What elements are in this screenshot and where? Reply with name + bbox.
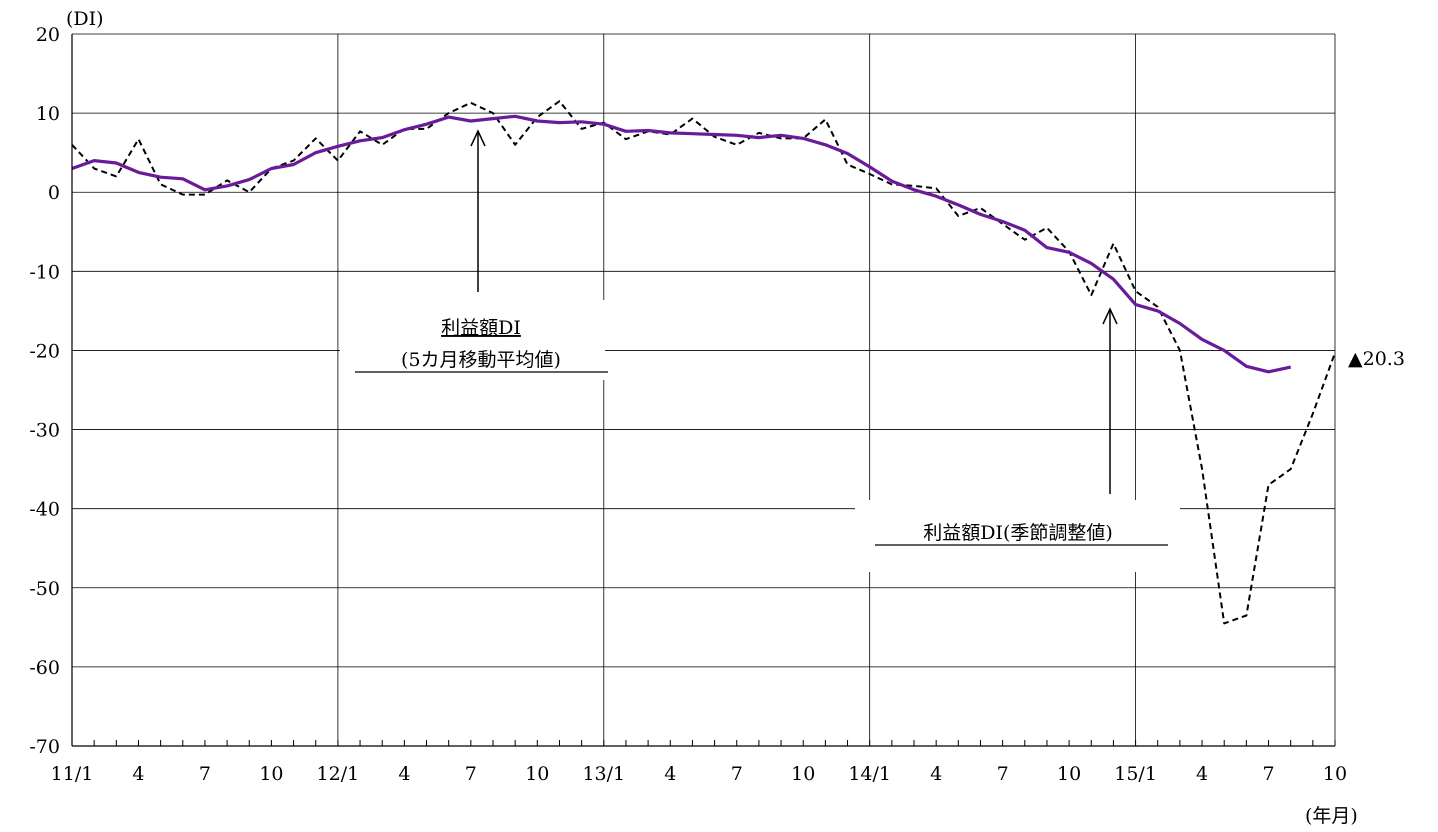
ma-annotation: 利益額DI (5カ月移動平均値) [340,129,608,380]
sa-annotation: 利益額DI(季節調整値) [855,307,1180,572]
y-tick-label: 10 [36,103,60,125]
x-tick-label: 7 [731,763,743,785]
y-tick-label: 20 [36,24,60,46]
x-tick-label: 10 [259,763,283,785]
x-tick-label: 7 [465,763,477,785]
x-tick-label: 11/1 [51,763,94,785]
x-tick-label: 7 [1262,763,1274,785]
x-tick-label: 12/1 [317,763,360,785]
x-tick-label: 4 [132,763,144,785]
sa-label: 利益額DI(季節調整値) [923,522,1113,544]
y-tick-label: -40 [29,499,60,521]
y-tick-label: -60 [29,657,60,679]
x-tick-label: 10 [525,763,549,785]
sa-arrow-head [1102,307,1118,325]
ma-label-line1: 利益額DI [441,317,521,339]
y-tick-label: -30 [29,420,60,442]
x-tick-label: 10 [1057,763,1081,785]
x-tick-label: 13/1 [582,763,625,785]
grid [72,33,1336,747]
y-tick-label: -50 [29,578,60,600]
x-tick-label: 7 [199,763,211,785]
series-lines [71,100,1336,625]
y-axis-ticks: 20 10 0 -10 -20 -30 -40 -50 -60 -70 [29,24,60,758]
ma-annotation-bg [340,300,605,380]
x-axis-label: (年月) [1305,805,1358,827]
last-value-label: ▲20.3 [1348,348,1405,370]
sa-annotation-bg [855,500,1180,572]
x-tick-label: 4 [664,763,676,785]
x-tick-label: 4 [930,763,942,785]
x-tick-label: 15/1 [1114,763,1157,785]
ma-arrow-head [470,129,486,147]
x-tick-label: 4 [398,763,410,785]
series-seasonally-adjusted-line [71,100,1336,625]
x-tick-label: 7 [997,763,1009,785]
x-axis-ticks: 11/1 4 7 10 12/1 4 7 10 13/1 4 7 10 14/1 4 7 10 15/1 4 7 10 [51,740,1347,785]
x-tick-label: 10 [1323,763,1347,785]
y-axis-label: (DI) [66,8,104,30]
y-tick-label: -70 [29,736,60,758]
y-tick-label: -10 [29,261,60,283]
ma-label-line2: (5カ月移動平均値) [401,349,561,371]
x-tick-label: 4 [1196,763,1208,785]
y-tick-label: -20 [29,340,60,362]
series-moving-average-line [71,114,1292,374]
x-tick-label: 14/1 [848,763,891,785]
x-tick-label: 10 [791,763,815,785]
y-tick-label: 0 [48,182,60,204]
